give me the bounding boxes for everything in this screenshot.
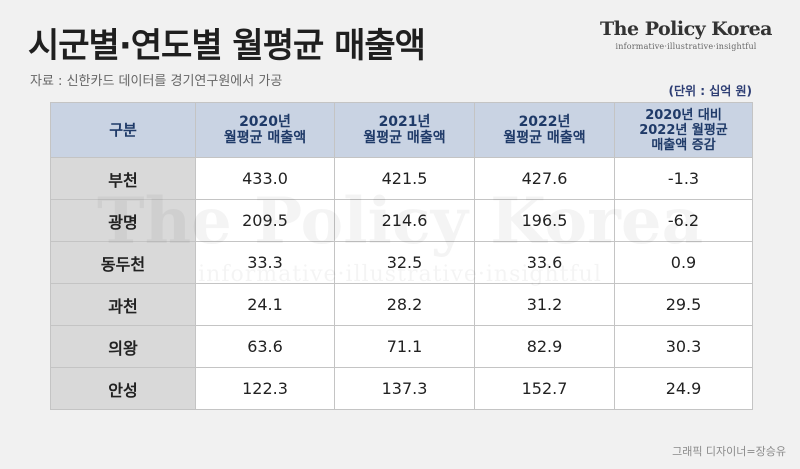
table-cell: 63.6 bbox=[195, 325, 335, 368]
header-2021: 2021년 월평균 매출액 bbox=[334, 102, 475, 158]
page-title: 시군별·연도별 월평균 매출액 bbox=[28, 26, 426, 66]
row-label: 광명 bbox=[50, 199, 196, 242]
brand-name: The Policy Korea bbox=[600, 18, 772, 40]
sales-table: 구분 2020년 월평균 매출액 2021년 월평균 매출액 2022년 월평균… bbox=[50, 102, 753, 410]
table-cell: 137.3 bbox=[334, 367, 475, 410]
header-change: 2020년 대비 2022년 월평균 매출액 증감 bbox=[614, 102, 753, 158]
table-cell: 122.3 bbox=[195, 367, 335, 410]
header-category: 구분 bbox=[50, 102, 196, 158]
row-label: 동두천 bbox=[50, 241, 196, 284]
table-cell: -1.3 bbox=[614, 157, 753, 200]
table-cell: 33.6 bbox=[474, 241, 615, 284]
table-cell: 30.3 bbox=[614, 325, 753, 368]
table-cell: 71.1 bbox=[334, 325, 475, 368]
table-cell: 32.5 bbox=[334, 241, 475, 284]
unit-label: (단위 : 십억 원) bbox=[668, 84, 752, 98]
table-cell: 24.9 bbox=[614, 367, 753, 410]
graphic-credit: 그래픽 디자이너=장승유 bbox=[672, 445, 786, 458]
table-cell: 196.5 bbox=[474, 199, 615, 242]
table-cell: 209.5 bbox=[195, 199, 335, 242]
header-2022: 2022년 월평균 매출액 bbox=[474, 102, 615, 158]
table-row: 과천 24.1 28.2 31.2 29.5 bbox=[50, 283, 753, 326]
brand-tagline: informative·illustrative·insightful bbox=[615, 42, 757, 51]
table-cell: 427.6 bbox=[474, 157, 615, 200]
source-note: 자료 : 신한카드 데이터를 경기연구원에서 가공 bbox=[30, 74, 283, 89]
table-cell: 82.9 bbox=[474, 325, 615, 368]
row-label: 과천 bbox=[50, 283, 196, 326]
table-cell: 31.2 bbox=[474, 283, 615, 326]
table-cell: 421.5 bbox=[334, 157, 475, 200]
header-2020: 2020년 월평균 매출액 bbox=[195, 102, 335, 158]
table-row: 동두천 33.3 32.5 33.6 0.9 bbox=[50, 241, 753, 284]
row-label: 안성 bbox=[50, 367, 196, 410]
table-cell: 29.5 bbox=[614, 283, 753, 326]
table-cell: 433.0 bbox=[195, 157, 335, 200]
table-cell: 33.3 bbox=[195, 241, 335, 284]
table-cell: 152.7 bbox=[474, 367, 615, 410]
brand-logo: The Policy Korea informative·illustrativ… bbox=[600, 18, 772, 51]
table-cell: 214.6 bbox=[334, 199, 475, 242]
table-row: 광명 209.5 214.6 196.5 -6.2 bbox=[50, 199, 753, 242]
table-cell: 0.9 bbox=[614, 241, 753, 284]
table-row: 의왕 63.6 71.1 82.9 30.3 bbox=[50, 325, 753, 368]
table-cell: 28.2 bbox=[334, 283, 475, 326]
table-cell: -6.2 bbox=[614, 199, 753, 242]
row-label: 부천 bbox=[50, 157, 196, 200]
table-header-row: 구분 2020년 월평균 매출액 2021년 월평균 매출액 2022년 월평균… bbox=[50, 102, 753, 158]
table-row: 부천 433.0 421.5 427.6 -1.3 bbox=[50, 157, 753, 200]
table-cell: 24.1 bbox=[195, 283, 335, 326]
row-label: 의왕 bbox=[50, 325, 196, 368]
table-row: 안성 122.3 137.3 152.7 24.9 bbox=[50, 367, 753, 410]
